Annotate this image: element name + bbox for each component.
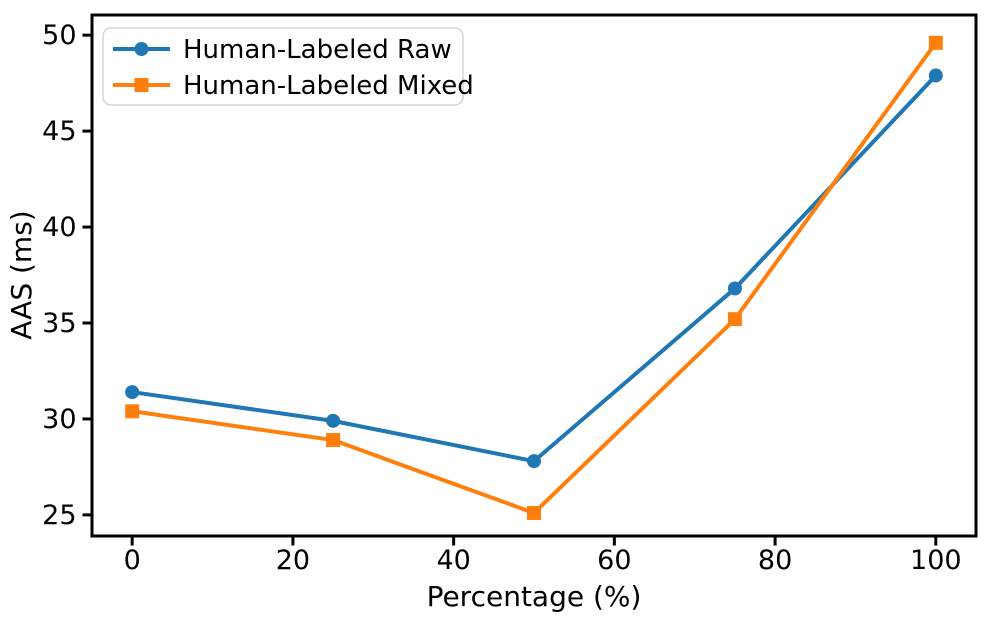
x-tick-label: 0 [124, 545, 141, 576]
x-tick-label: 80 [758, 545, 792, 576]
legend: Human-Labeled Raw Human-Labeled Mixed [102, 27, 474, 106]
legend-label-human-labeled-mixed: Human-Labeled Mixed [183, 71, 474, 101]
y-axis: 25 30 35 40 45 50 [42, 20, 91, 531]
marker-square-human-labeled-mixed [326, 433, 341, 448]
legend-entry-human-labeled-mixed: Human-Labeled Mixed [113, 71, 474, 101]
marker-circle-human-labeled-raw [326, 413, 341, 428]
legend-frame [102, 27, 464, 106]
x-axis: 0 20 40 60 80 100 [124, 537, 962, 576]
marker-circle-human-labeled-raw [727, 281, 742, 296]
x-tick-label: 40 [436, 545, 470, 576]
marker-circle-human-labeled-raw [527, 454, 541, 469]
legend-marker-circle [134, 42, 149, 56]
marker-square-human-labeled-mixed [928, 35, 943, 50]
y-tick-label: 40 [42, 212, 76, 243]
series-human-labeled-raw [125, 68, 943, 469]
y-tick-label: 25 [42, 500, 76, 531]
y-tick-label: 35 [42, 308, 76, 339]
y-axis-label: AAS (ms) [5, 210, 38, 339]
marker-circle-human-labeled-raw [125, 385, 140, 400]
plot-area-border [90, 13, 978, 538]
x-tick-label: 60 [597, 545, 631, 576]
y-tick-label: 50 [42, 20, 76, 51]
legend-entry-human-labeled-raw: Human-Labeled Raw [113, 35, 452, 65]
marker-square-human-labeled-mixed [727, 312, 742, 327]
marker-square-human-labeled-mixed [125, 404, 140, 419]
marker-square-human-labeled-mixed [527, 505, 541, 520]
legend-marker-square [134, 78, 149, 92]
y-tick-label: 45 [42, 116, 76, 147]
series-human-labeled-mixed [125, 35, 943, 520]
legend-label-human-labeled-raw: Human-Labeled Raw [183, 35, 452, 65]
x-axis-label: Percentage (%) [427, 580, 642, 613]
y-tick-label: 30 [42, 404, 76, 435]
x-tick-label: 20 [276, 545, 310, 576]
x-tick-label: 100 [910, 545, 962, 576]
marker-circle-human-labeled-raw [928, 68, 943, 83]
